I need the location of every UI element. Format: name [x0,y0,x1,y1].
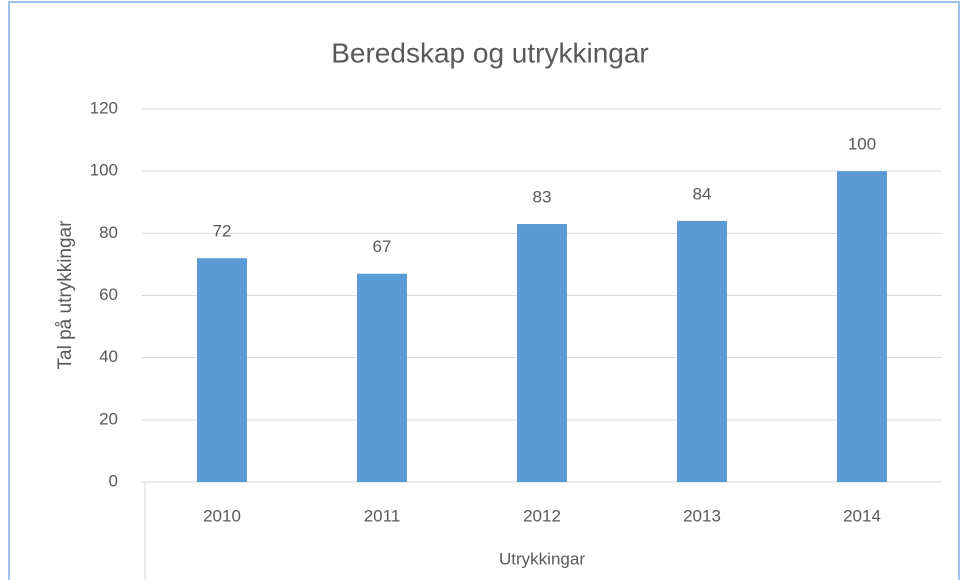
data-label: 100 [848,135,876,154]
x-tick-label: 2011 [364,506,401,525]
x-tick-label: 2010 [203,506,241,525]
y-tick-label: 60 [99,285,118,304]
y-tick-label: 40 [99,347,118,366]
bar [357,273,407,482]
data-label: 83 [533,187,552,206]
y-tick-label: 80 [99,223,118,242]
data-label: 84 [693,184,712,203]
y-axis-label: Tal på utrykkingar [55,220,76,370]
y-tick-label: 100 [90,161,118,180]
x-axis-label: Utrykkingar [499,549,585,568]
y-tick-label: 20 [99,409,118,428]
x-tick-label: 2013 [683,506,721,525]
bar [837,171,887,482]
data-label: 72 [213,222,232,241]
data-label: 67 [373,237,392,256]
y-tick-label: 120 [90,98,118,117]
chart-border [8,1,960,580]
bar [677,220,727,482]
chart-title: Beredskap og utrykkingar [331,37,649,68]
x-tick-label: 2012 [523,506,561,525]
y-tick-label: 0 [109,471,118,490]
bar [517,224,567,482]
bar [197,258,247,482]
x-tick-label: 2014 [843,506,881,525]
